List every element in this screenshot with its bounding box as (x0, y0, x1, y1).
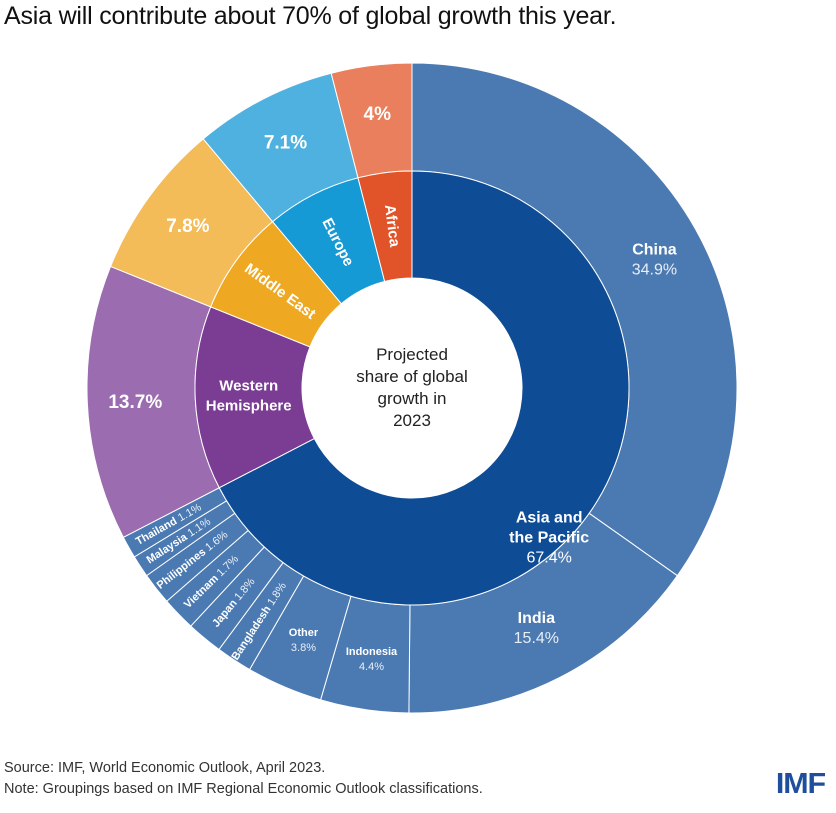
imf-logo: IMF (775, 768, 826, 800)
outer-label-china: China (632, 242, 677, 259)
inner-label-western-hemisphere-0: Western (219, 378, 278, 395)
outer-ring (86, 62, 738, 714)
chart-title: Asia will contribute about 70% of global… (4, 2, 617, 30)
outer-value-western-hemisphere: 13.7% (108, 392, 162, 413)
outer-value-other: 3.8% (291, 642, 316, 654)
outer-value-middle-east: 7.8% (166, 216, 209, 237)
inner-segment-asia-and-the-pacific (218, 170, 630, 606)
outer-label-other: Other (289, 627, 319, 639)
inner-segment-western-hemisphere (194, 306, 315, 489)
outer-label-india: India (518, 610, 555, 627)
note-line: Note: Groupings based on IMF Regional Ec… (4, 781, 483, 797)
center-label-line: Projected (376, 345, 448, 364)
segment-labels: China 34.9% India 15.4% Indonesia 4.4% Other 3.… (108, 104, 677, 673)
inner-label-asia-and-the-pacific-1: the Pacific (509, 529, 589, 546)
outer-value-india: 15.4% (514, 630, 559, 647)
inner-ring (194, 170, 630, 606)
center-label-line: 2023 (393, 411, 431, 430)
inner-label-western-hemisphere-1: Hemisphere (206, 398, 292, 415)
inner-segment-africa (357, 170, 413, 283)
source-line: Source: IMF, World Economic Outlook, Apr… (4, 760, 326, 776)
outer-label-indonesia: Indonesia (346, 646, 398, 658)
outer-value-europe: 7.1% (264, 133, 307, 154)
outer-value-africa: 4% (364, 104, 392, 125)
center-label-line: growth in (378, 389, 447, 408)
center-label-line: share of global (356, 367, 468, 386)
center-label: Projected share of global growth in 2023 (356, 345, 468, 430)
inner-label-asia-and-the-pacific-0: Asia and (516, 509, 583, 526)
inner-label-asia-and-the-pacific-2: 67.4% (526, 549, 571, 566)
inner-label-africa: Africa (381, 204, 403, 249)
outer-value-china: 34.9% (632, 262, 677, 279)
source-note: Source: IMF, World Economic Outlook, Apr… (4, 758, 483, 800)
outer-value-indonesia: 4.4% (359, 661, 384, 673)
